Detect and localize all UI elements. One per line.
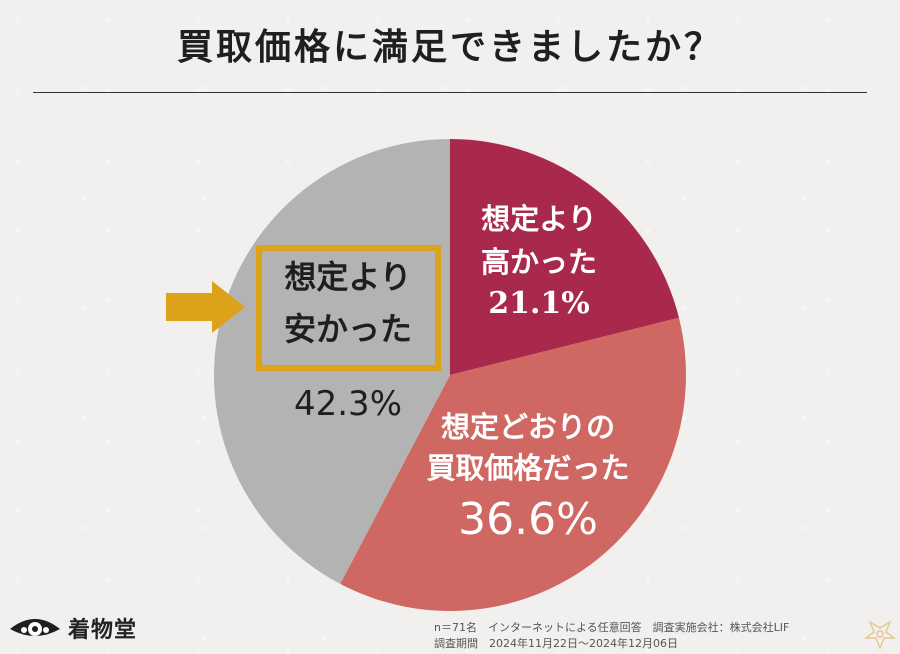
highlight-box [256, 245, 441, 371]
corner-flower-icon [863, 620, 897, 650]
survey-footnote: n＝71名 インターネットによる任意回答 調査実施会社：株式会社LIF 調査期間… [434, 620, 789, 652]
footnote-line-2: 調査期間 2024年11月22日～2024年12月06日 [434, 637, 678, 650]
title-divider [33, 92, 867, 93]
slice-label-low-line2: 安かった [284, 310, 412, 348]
page-title: 買取価格に満足できましたか？ [176, 26, 723, 68]
brand-name: 着物堂 [68, 617, 138, 643]
slice-label-high-line2: 高かった [481, 245, 597, 279]
slice-label-expected-line1: 想定どおりの [441, 410, 615, 444]
slice-value-high: 21.1% [488, 286, 590, 321]
pointer-arrow-icon [166, 281, 245, 333]
slice-label-expected-line2: 買取価格だった [426, 451, 629, 485]
footnote-line-1: n＝71名 インターネットによる任意回答 調査実施会社：株式会社LIF [434, 621, 790, 634]
slice-value-low: 42.3% [294, 384, 402, 424]
fan-crest-icon [10, 619, 60, 636]
pie-slice-0 [450, 139, 679, 375]
pie-slices [214, 139, 686, 611]
pie-slice-1 [340, 317, 686, 611]
slice-value-expected: 36.6% [458, 494, 598, 545]
brand-logo: 着物堂 [8, 612, 137, 644]
slice-label-low-line1: 想定より [284, 258, 411, 296]
slice-label-high-line1: 想定より [481, 202, 596, 236]
